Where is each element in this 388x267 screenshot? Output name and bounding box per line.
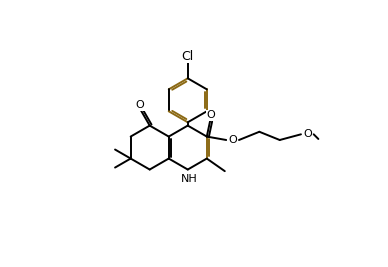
Text: Cl: Cl (182, 50, 194, 62)
Text: O: O (228, 135, 237, 145)
Text: O: O (206, 110, 215, 120)
Text: O: O (135, 100, 144, 110)
Text: O: O (303, 129, 312, 139)
Text: NH: NH (180, 174, 197, 184)
